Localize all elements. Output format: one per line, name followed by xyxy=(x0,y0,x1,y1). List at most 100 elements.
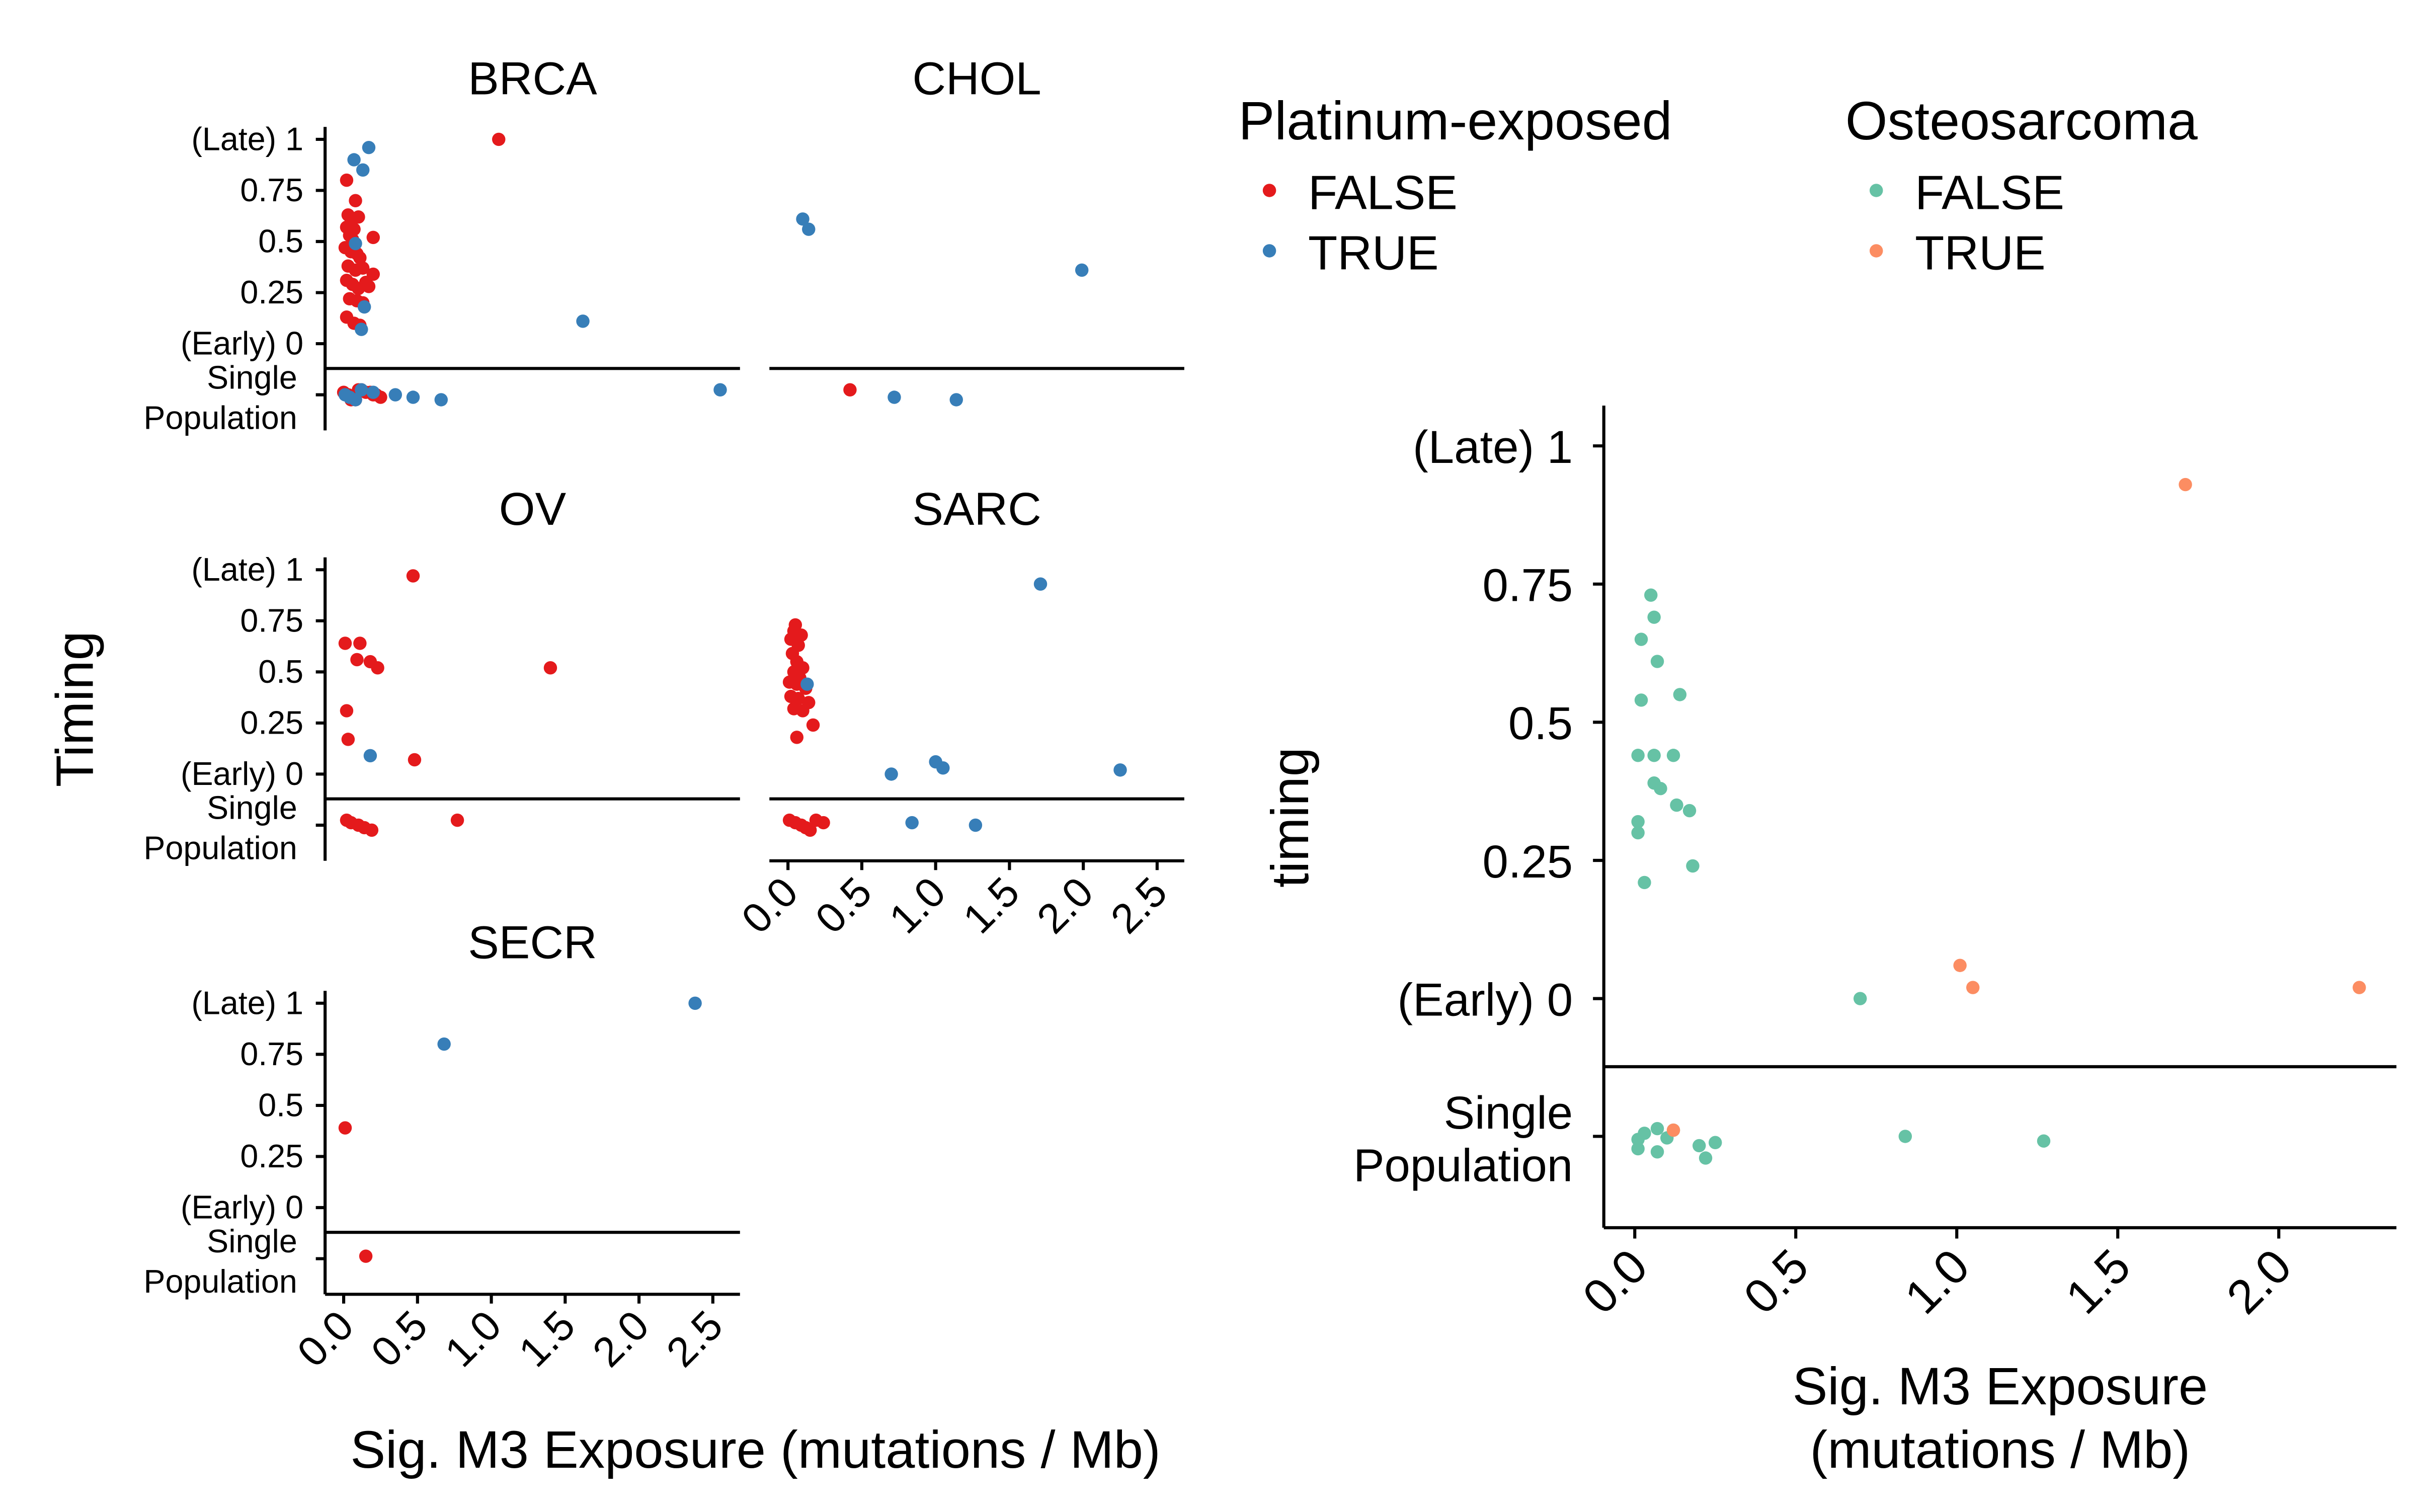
legend-osteosarcoma-key-true xyxy=(1869,244,1883,258)
panel-secr-population-label: Population xyxy=(143,1263,297,1300)
right-x-axis-title-line1: Sig. M3 Exposure xyxy=(1793,1357,2208,1416)
panel-secr-x-tick-label: 2.0 xyxy=(584,1302,658,1376)
panel-ov-point-false xyxy=(350,653,364,667)
right-y-tick-label: 0.5 xyxy=(1508,697,1573,749)
panel-brca-point-true xyxy=(713,383,727,396)
panel-brca xyxy=(315,127,740,431)
panel-brca-point-false xyxy=(349,194,362,208)
right-y-tick-label: (Early) 0 xyxy=(1397,973,1573,1025)
legend-osteosarcoma-label-false: FALSE xyxy=(1915,166,2064,219)
right-x-tick-label: 1.5 xyxy=(2056,1239,2141,1324)
panel-secr-y-tick-label: 0.5 xyxy=(258,1087,303,1123)
panel-brca-y-tick-label: 0.5 xyxy=(258,223,303,260)
panel-ov-point-false xyxy=(371,661,384,675)
right-point-false xyxy=(1638,1127,1651,1140)
panel-ov-point-false xyxy=(365,823,379,837)
panel-secr-single-label: Single xyxy=(207,1223,297,1259)
panel-ov-y-tick-label: 0.5 xyxy=(258,654,303,690)
legend-platinum-exposed-label-false: FALSE xyxy=(1308,166,1458,219)
right-x-axis-title-line2: (mutations / Mb) xyxy=(1810,1420,2191,1479)
panel-ov-y-tick-label: 0.75 xyxy=(240,602,303,639)
right-point-false xyxy=(1647,610,1661,624)
panel-brca-point-true xyxy=(357,300,371,314)
left-y-axis-title: Timing xyxy=(46,631,105,787)
panel-sarc-x-tick-label: 0.5 xyxy=(807,868,880,942)
legend-osteosarcoma-title: Osteosarcoma xyxy=(1845,91,2198,151)
right-point-false xyxy=(1699,1151,1713,1165)
panel-sarc-point-false xyxy=(791,691,805,705)
panel-brca-y-tick-label: 0.75 xyxy=(240,172,303,208)
legend-osteosarcoma-key-false xyxy=(1869,184,1883,197)
right-point-true xyxy=(1666,1123,1680,1137)
right-y-tick-label: 0.25 xyxy=(1483,835,1573,888)
right-single-label: Single xyxy=(1444,1086,1573,1139)
axes-layer xyxy=(315,127,2397,1304)
panel-secr-point-true xyxy=(437,1037,451,1051)
panel-sarc-point-true xyxy=(969,818,983,832)
right-point-false xyxy=(1650,655,1664,668)
panel-ov xyxy=(315,557,740,861)
right-y-tick-label: 0.75 xyxy=(1483,559,1573,611)
panel-brca-point-false xyxy=(366,230,380,245)
right-point-false xyxy=(1634,693,1648,707)
panel-secr-x-tick-label: 2.5 xyxy=(658,1302,732,1376)
right-point-true xyxy=(1953,959,1967,972)
panel-sarc-point-true xyxy=(936,761,950,775)
panel-brca-point-false xyxy=(344,218,358,232)
panel-secr-x-tick-label: 1.0 xyxy=(436,1302,510,1376)
panel-sarc-x-tick-label: 1.5 xyxy=(954,868,1028,942)
left-x-axis-title: Sig. M3 Exposure (mutations / Mb) xyxy=(350,1420,1160,1479)
panel-sarc-point-false xyxy=(817,816,830,830)
right-x-tick-label: 0.0 xyxy=(1573,1239,1658,1324)
panel-brca-y-tick-label: (Early) 0 xyxy=(181,326,303,362)
panel-sarc-point-false xyxy=(796,704,810,718)
panel-sarc-x-tick-label: 1.0 xyxy=(880,868,954,942)
text-layer: BRCA(Late) 10.750.50.25(Early) 0SinglePo… xyxy=(46,52,2302,1479)
panel-brca-point-true xyxy=(434,393,448,407)
right-point-false xyxy=(1673,688,1687,701)
panel-sarc-point-false xyxy=(803,823,817,837)
panel-sarc-x-tick-label: 0.0 xyxy=(733,868,807,942)
panel-brca-point-true xyxy=(362,140,376,154)
panel-brca-point-false xyxy=(350,247,364,261)
right-point-false xyxy=(1654,781,1667,795)
panel-sarc-point-true xyxy=(800,677,814,691)
panel-secr-point-false xyxy=(359,1249,373,1263)
right-point-false xyxy=(1682,804,1697,818)
panel-ov-point-false xyxy=(406,569,420,583)
panel-chol-point-true xyxy=(802,222,816,236)
panel-sarc-point-false xyxy=(794,628,808,642)
panel-chol-point-true xyxy=(796,212,810,226)
panel-brca-point-true xyxy=(349,236,362,251)
panel-sarc-point-true xyxy=(905,816,919,830)
panel-sarc-point-true xyxy=(1113,763,1127,777)
panel-secr-x-tick-label: 0.0 xyxy=(288,1302,362,1376)
panel-chol-point-true xyxy=(1075,263,1089,277)
right-point-false xyxy=(1686,859,1700,873)
right-x-tick-label: 2.0 xyxy=(2217,1239,2302,1324)
panel-brca-point-true xyxy=(355,323,368,336)
right-x-tick-label: 1.0 xyxy=(1895,1239,1980,1324)
panel-secr-y-tick-label: 0.25 xyxy=(240,1138,303,1174)
panel-ov-population-label: Population xyxy=(143,830,297,866)
panel-brca-single-label: Single xyxy=(207,359,297,395)
panel-sarc-point-false xyxy=(790,731,803,744)
panel-brca-point-true xyxy=(406,390,420,404)
panel-chol-point-true xyxy=(888,390,901,404)
legend-platinum-exposed-key-true xyxy=(1262,244,1276,258)
panel-sarc-point-false xyxy=(806,718,820,732)
points-layer xyxy=(337,132,2366,1263)
panel-brca-point-false xyxy=(359,276,373,289)
panel-ov-point-false xyxy=(338,636,352,650)
right-point-false xyxy=(1647,749,1661,762)
panel-chol-title: CHOL xyxy=(912,52,1041,105)
right-point-false xyxy=(1670,798,1683,812)
panel-secr-x-tick-label: 1.5 xyxy=(510,1302,584,1376)
panel-ov-point-false xyxy=(340,704,354,718)
panel-chol-point-false xyxy=(843,383,857,396)
panel-brca-point-true xyxy=(356,163,370,177)
panel-sarc-x-tick-label: 2.5 xyxy=(1102,868,1176,942)
panel-secr-title: SECR xyxy=(468,916,597,969)
